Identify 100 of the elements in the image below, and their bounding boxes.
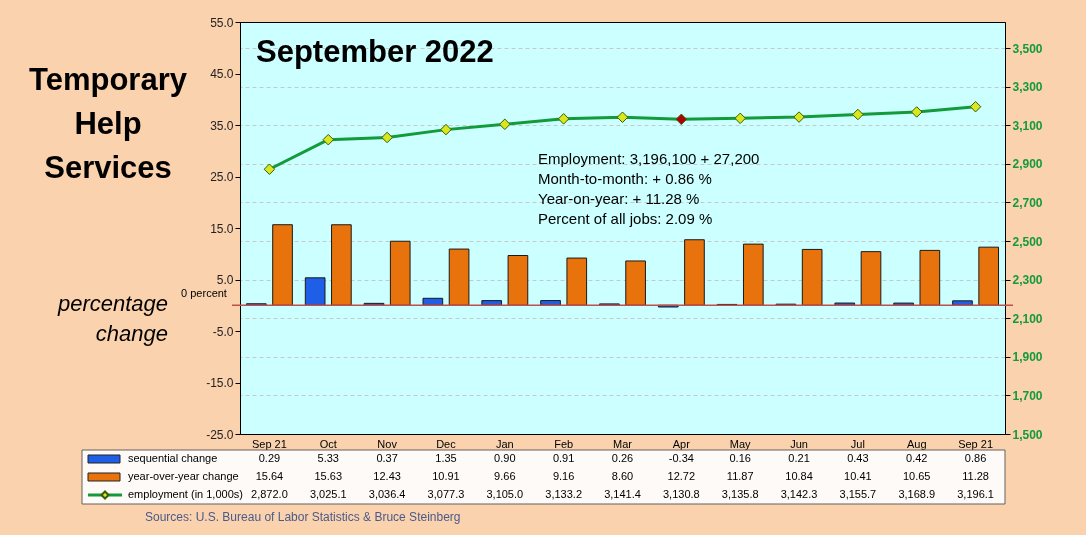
point (734, 112, 746, 125)
bar (481, 300, 503, 306)
data-label: 3,196.1 (957, 488, 994, 500)
y2-tick-label: 1,500 (1012, 427, 1043, 442)
y-tick-label: -15.0 (206, 376, 234, 390)
data-label: 10.65 (902, 470, 931, 482)
y2-tick-label: 2,500 (1012, 234, 1043, 249)
bar (742, 243, 764, 306)
data-label: 1.35 (435, 452, 457, 464)
bar (422, 297, 444, 306)
y-tick-label: -25.0 (206, 427, 234, 442)
data-label: 3,133.2 (545, 488, 583, 500)
legend-label: employment (in 1,000s) (128, 488, 243, 500)
annotation: Percent of all jobs: 2.09 % (538, 210, 713, 227)
point (793, 111, 805, 123)
data-label: 11.28 (962, 470, 989, 482)
data-label: 15.63 (314, 470, 343, 482)
bar (448, 248, 470, 306)
bar (919, 249, 941, 306)
data-label: 3,130.8 (662, 488, 700, 500)
point (263, 163, 276, 175)
bar (389, 240, 411, 306)
data-label: 0.37 (376, 452, 398, 464)
data-label: 12.72 (667, 470, 696, 482)
y2-tick-label: 1,900 (1012, 350, 1043, 365)
data-label: 3,077.3 (427, 488, 465, 500)
bar (860, 251, 882, 306)
bar (540, 300, 561, 306)
y2-tick-label: 1,700 (1012, 388, 1043, 403)
data-label: 0.86 (964, 452, 987, 464)
data-label: 10.91 (432, 470, 460, 482)
data-label: 3,105.0 (486, 488, 524, 500)
point (440, 123, 452, 136)
bar (625, 260, 646, 306)
bar (684, 239, 705, 306)
bar (507, 255, 529, 306)
bar (304, 277, 326, 306)
y-tick-label: 45.0 (210, 67, 234, 81)
bar (272, 224, 293, 306)
bar (893, 302, 914, 306)
y2-tick-label: 3,500 (1012, 41, 1043, 56)
data-label: 0.91 (552, 452, 575, 464)
text: Temporary Help Services (29, 62, 188, 185)
y-tick-label: -5.0 (212, 324, 234, 339)
x-tick-label: Apr (672, 437, 691, 450)
data-label: 3,141.4 (604, 488, 641, 500)
y-tick-label: 35.0 (210, 118, 234, 133)
x-tick-label: Jul (850, 437, 865, 450)
data-label: 0.90 (494, 452, 516, 464)
point (910, 106, 923, 118)
x-tick-label: Jun (790, 437, 808, 450)
point (852, 108, 864, 121)
y-axis-title: percentage change (56, 291, 168, 346)
source-note: Sources: U.S. Bureau of Labor Statistics & Bruce Steinberg (145, 510, 461, 524)
data-label: 10.41 (844, 470, 872, 482)
data-label: 11.87 (726, 470, 754, 482)
data-label: 0.16 (729, 452, 751, 464)
x-tick-label: Feb (554, 437, 574, 450)
ref-line-label: 0 percent (181, 287, 227, 300)
data-label: -0.34 (668, 452, 694, 464)
data-label: 12.43 (373, 470, 401, 482)
data-label: 2,872.0 (251, 488, 288, 500)
y2-tick-label: 2,700 (1012, 195, 1043, 210)
x-tick-label: Sep 21 (251, 437, 287, 450)
data-label: 9.16 (552, 470, 575, 482)
point (616, 111, 629, 123)
data-label: 9.66 (494, 470, 516, 482)
chart-subtitle: September 2022 (256, 34, 494, 69)
x-tick-label: May (729, 437, 752, 450)
data-label: 3,155.7 (839, 488, 877, 500)
bar (978, 246, 1000, 306)
x-tick-label: Nov (377, 437, 398, 450)
x-tick-label: Dec (436, 437, 457, 450)
data-label: 5.33 (317, 452, 339, 464)
annotation: Month-to-month: + 0.86 % (538, 170, 712, 187)
bar (331, 224, 352, 306)
point (381, 131, 393, 144)
data-label: 0.29 (258, 452, 281, 464)
data-label: 3,025.1 (309, 488, 347, 500)
y2-tick-label: 2,300 (1012, 273, 1043, 288)
y-tick-label: 5.0 (216, 273, 234, 287)
point (322, 133, 335, 146)
point (969, 100, 982, 113)
bar (952, 300, 973, 306)
bar (566, 257, 588, 306)
x-tick-label: Oct (319, 437, 337, 450)
x-tick-label: Jan (495, 437, 514, 450)
legend-label: year-over-year change (128, 470, 239, 482)
data-label: 8.60 (611, 470, 634, 482)
data-label: 10.84 (785, 470, 813, 482)
y2-tick-label: 2,100 (1012, 311, 1043, 326)
bar (801, 248, 823, 306)
y-tick-label: 15.0 (210, 221, 234, 236)
data-label: 15.64 (255, 470, 284, 482)
point (675, 113, 688, 126)
annotation: Employment: 3,196,100 + 27,200 (538, 150, 760, 167)
annotation: Year-on-year: + 11.28 % (538, 190, 700, 207)
data-label: 3,135.8 (721, 488, 759, 500)
point (557, 113, 570, 125)
y2-tick-label: 2,900 (1012, 157, 1043, 172)
